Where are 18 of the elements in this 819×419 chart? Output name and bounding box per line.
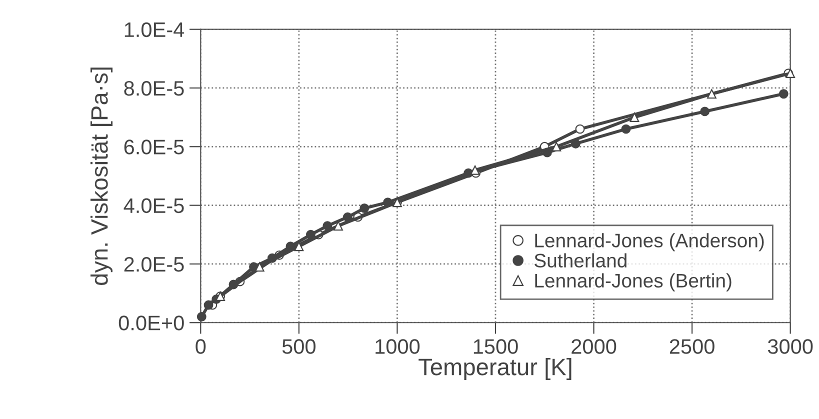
y-tick-label: 4.0E-5 [124,198,184,214]
legend-label: Lennard-Jones (Bertin) [535,273,732,292]
x-tick-label: 2000 [572,339,616,354]
y-tick-label: 2.0E-5 [124,256,184,272]
legend-label: Lennard-Jones (Anderson) [535,233,764,252]
y-tick-label: 6.0E-5 [124,140,184,154]
x-tick-label: 1500 [474,339,518,354]
y-tick-label: 0.0E+0 [118,316,184,330]
x-tick-label: 2500 [670,339,714,354]
legend-label: Sutherland [534,253,626,268]
x-tick-label: 0 [196,339,206,354]
x-tick-label: 1000 [376,339,420,354]
y-tick-label: 8.0E-5 [124,80,184,96]
x-axis-title: Temperatur [K] [418,358,572,380]
x-tick-label: 500 [282,339,316,354]
y-tick-label: 1.0E-4 [124,22,184,38]
y-axis-title: dyn. Viskosität [Pa·s] [90,68,113,286]
x-tick-label: 3000 [768,339,813,354]
